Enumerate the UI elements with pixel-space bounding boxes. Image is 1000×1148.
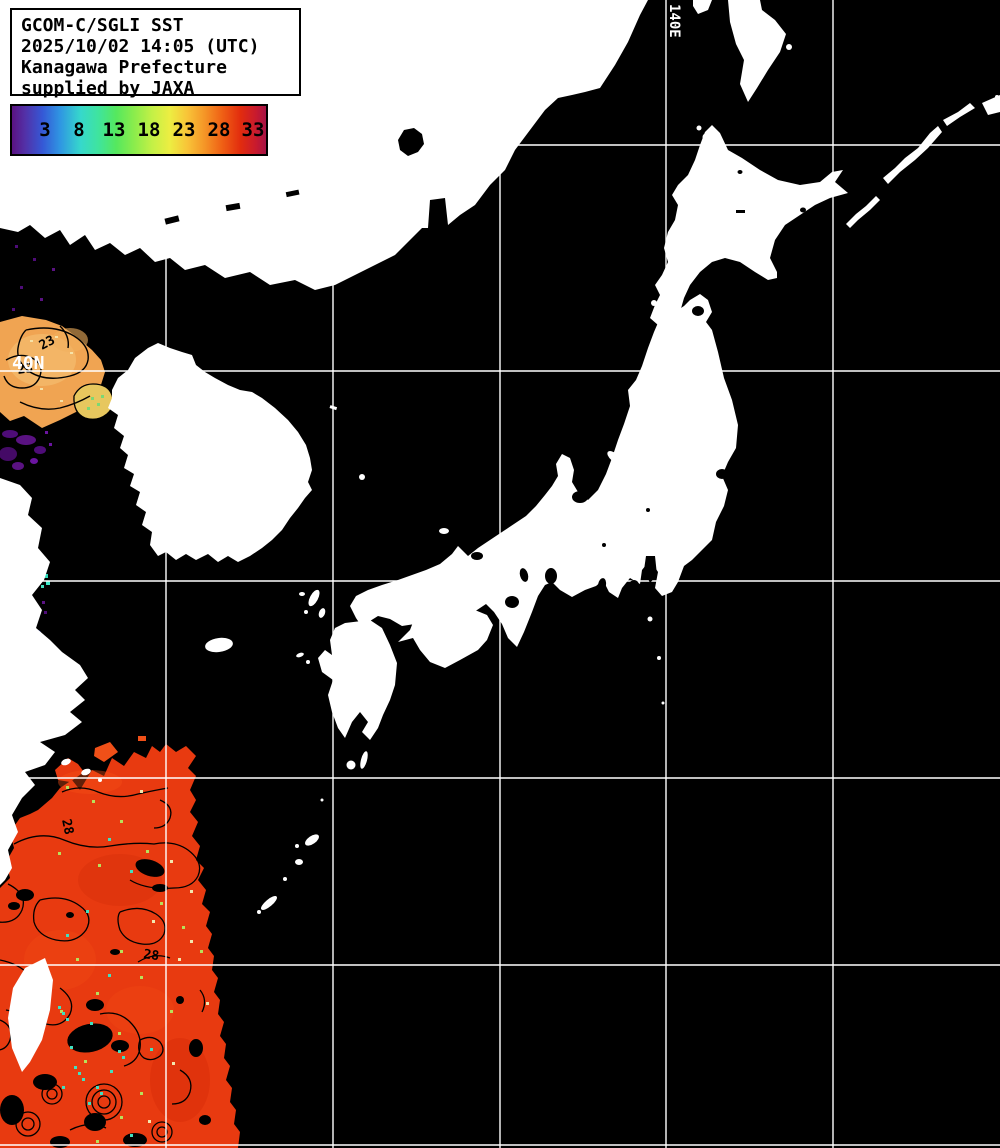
sst-colorbar: 3 8 13 18 23 28 33: [10, 104, 268, 156]
longitude-label-140e: 140E: [666, 4, 682, 38]
land-taiwan: [8, 958, 53, 1072]
land-hokkaido: [650, 125, 848, 345]
contour-label-23-a: 23: [37, 333, 58, 354]
colorbar-tick-3: 3: [39, 119, 51, 141]
bohai-contours: [3, 325, 91, 410]
swath-speckles: [58, 786, 209, 1143]
sst-patch-bohai: 23 23: [0, 316, 114, 428]
credit-line: supplied by JAXA: [21, 78, 195, 99]
sst-swath-main: 28 28: [0, 736, 240, 1148]
land-kuril-islands: [846, 95, 1000, 228]
colorbar-tick-13: 13: [102, 119, 126, 141]
region-name: Kanagawa Prefecture: [21, 57, 227, 78]
land-korea: [108, 343, 312, 562]
small-islands: [42, 405, 665, 914]
green-specks: [87, 395, 104, 410]
land-china-coast: [0, 478, 88, 885]
colorbar-tick-8: 8: [73, 119, 85, 141]
land-sakhalin: [728, 0, 786, 102]
map-labels: 140E 40N: [12, 4, 682, 374]
observation-datetime: 2025/10/02 14:05 (UTC): [21, 36, 260, 57]
cream-specks-bohai: [30, 336, 73, 402]
latitude-label-40n: 40N: [12, 353, 45, 374]
colorbar-tick-23: 23: [172, 119, 196, 141]
colorbar-tick-28: 28: [207, 119, 231, 141]
contour-label-28-a: 28: [142, 947, 160, 964]
contour-label-28-b: 28: [58, 818, 76, 837]
contour-label-23-b: 23: [16, 361, 34, 378]
land-kyushu: [318, 620, 397, 740]
land-shikoku: [398, 608, 493, 668]
product-name: GCOM-C/SGLI SST: [21, 15, 184, 36]
colorbar-tick-33: 33: [241, 119, 265, 141]
land-honshu: [350, 294, 738, 647]
colorbar-tick-18: 18: [137, 119, 161, 141]
cloud-gaps: [0, 859, 211, 1148]
title-box: GCOM-C/SGLI SST 2025/10/02 14:05 (UTC) K…: [10, 8, 301, 99]
